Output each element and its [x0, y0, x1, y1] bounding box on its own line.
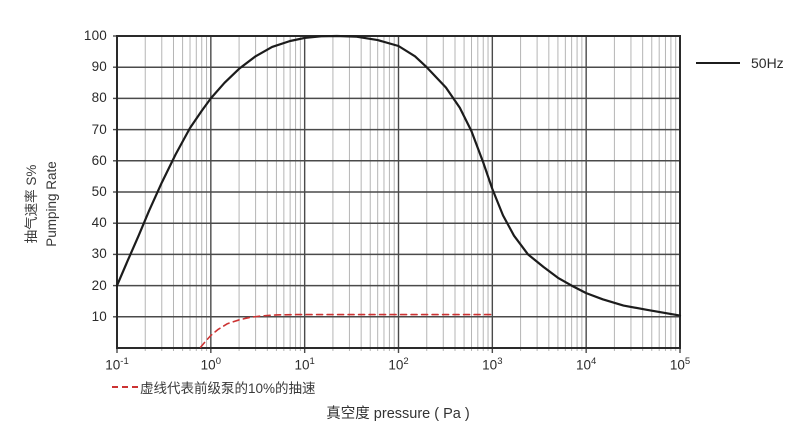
x-axis-label: 真空度 pressure ( Pa ) — [326, 406, 470, 422]
y-tick-label: 90 — [91, 59, 107, 75]
y-tick-label: 50 — [91, 184, 107, 199]
solid-line-swatch-icon — [696, 61, 740, 65]
y-tick-label: 100 — [83, 28, 107, 43]
x-tick-label: 100 — [200, 356, 221, 373]
y-tick-label: 40 — [91, 215, 107, 231]
x-tick-label: 105 — [669, 356, 691, 373]
y-axis-label-en: Pumping Rate — [44, 161, 60, 247]
y-tick-label: 30 — [91, 246, 107, 262]
dashed-line-swatch-icon — [112, 386, 138, 388]
y-tick-label: 70 — [91, 121, 107, 137]
x-tick-label: 102 — [388, 356, 409, 373]
y-tick-label: 20 — [91, 277, 107, 293]
footnote-text: 虚线代表前级泵的10%的抽速 — [140, 381, 316, 396]
x-tick-label: 10-1 — [105, 356, 129, 373]
legend-label: 50Hz — [751, 55, 784, 71]
x-tick-label: 104 — [575, 356, 597, 373]
y-tick-label: 80 — [91, 90, 107, 106]
x-tick-label: 103 — [482, 356, 503, 373]
dashed-line-footnote: 虚线代表前级泵的10%的抽速 — [112, 378, 316, 396]
x-tick-label: 101 — [294, 356, 315, 373]
y-axis-label: 抽气速率 S% Pumping Rate — [22, 104, 64, 304]
y-axis-label-cn: 抽气速率 S% — [24, 164, 39, 244]
legend: 50Hz — [696, 55, 784, 71]
y-tick-label: 10 — [91, 308, 107, 324]
y-tick-label: 60 — [91, 152, 107, 168]
